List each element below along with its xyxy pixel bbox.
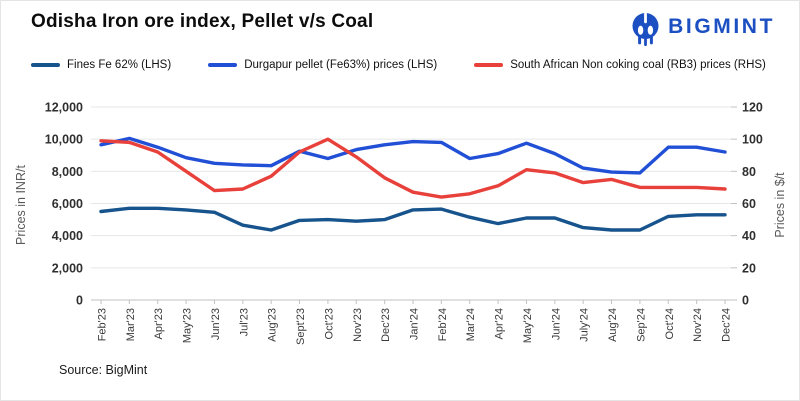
bigmint-elephant-icon: [630, 12, 661, 48]
svg-text:Aug'24: Aug'24: [607, 308, 619, 342]
page-title: Odisha Iron ore index, Pellet v/s Coal: [31, 11, 374, 32]
svg-text:Jan'24: Jan'24: [409, 308, 421, 340]
svg-text:July'24: July'24: [579, 308, 591, 342]
chart-legend: Fines Fe 62% (LHS) Durgapur pellet (Fe63…: [31, 59, 766, 71]
svg-text:Sep'24: Sep'24: [635, 308, 647, 342]
svg-text:Feb'24: Feb'24: [437, 308, 449, 341]
svg-text:12,000: 12,000: [45, 101, 83, 115]
svg-text:Nov'23: Nov'23: [352, 308, 364, 342]
legend-item-fines: Fines Fe 62% (LHS): [31, 59, 171, 71]
source-note: Source: BigMint: [59, 363, 148, 377]
legend-label: South African Non coking coal (RB3) pric…: [510, 59, 766, 71]
svg-text:Oct'23: Oct'23: [323, 308, 335, 339]
svg-text:10,000: 10,000: [45, 133, 83, 147]
svg-text:Apr'23: Apr'23: [153, 308, 165, 339]
svg-text:Mar'23: Mar'23: [125, 308, 137, 341]
fines-line-swatch-icon: [31, 63, 60, 67]
bigmint-logo: BIGMINT: [630, 12, 775, 48]
svg-text:Apr'24: Apr'24: [494, 308, 506, 339]
coal-line-swatch-icon: [474, 63, 504, 67]
svg-text:2,000: 2,000: [52, 261, 83, 275]
svg-text:0: 0: [742, 294, 749, 308]
svg-text:Feb'23: Feb'23: [97, 308, 109, 341]
svg-text:4,000: 4,000: [52, 229, 83, 243]
legend-item-pellet: Durgapur pellet (Fe63%) prices (LHS): [208, 59, 437, 71]
svg-text:Jun'23: Jun'23: [210, 308, 222, 340]
pellet-line-swatch-icon: [208, 63, 238, 67]
legend-item-coal: South African Non coking coal (RB3) pric…: [474, 59, 766, 71]
svg-text:Mar'24: Mar'24: [465, 308, 477, 341]
svg-text:Aug'23: Aug'23: [267, 308, 279, 342]
svg-text:120: 120: [742, 101, 763, 115]
svg-text:May'23: May'23: [182, 308, 194, 343]
svg-text:40: 40: [742, 229, 756, 243]
svg-text:Dec'23: Dec'23: [380, 308, 392, 342]
svg-text:Jul'23: Jul'23: [238, 308, 250, 336]
legend-label: Durgapur pellet (Fe63%) prices (LHS): [244, 59, 438, 71]
svg-text:Jun'24: Jun'24: [550, 308, 562, 340]
line-chart: 0 0 2,000 20 4,000 40 6,000 60 8,000 80 10,000 100 1…: [45, 101, 763, 345]
svg-text:Sept'23: Sept'23: [295, 308, 307, 345]
svg-text:8,000: 8,000: [52, 165, 83, 179]
svg-text:0: 0: [76, 294, 83, 308]
svg-text:Oct'24: Oct'24: [664, 308, 676, 339]
svg-text:6,000: 6,000: [52, 197, 83, 211]
svg-text:100: 100: [742, 133, 763, 147]
svg-text:Nov'24: Nov'24: [692, 308, 704, 342]
svg-text:60: 60: [742, 197, 756, 211]
svg-text:80: 80: [742, 165, 756, 179]
svg-text:20: 20: [742, 261, 756, 275]
svg-text:Dec'24: Dec'24: [721, 308, 733, 342]
legend-label: Fines Fe 62% (LHS): [67, 59, 172, 71]
svg-text:May'24: May'24: [522, 308, 534, 343]
bigmint-wordmark: BIGMINT: [668, 15, 775, 38]
